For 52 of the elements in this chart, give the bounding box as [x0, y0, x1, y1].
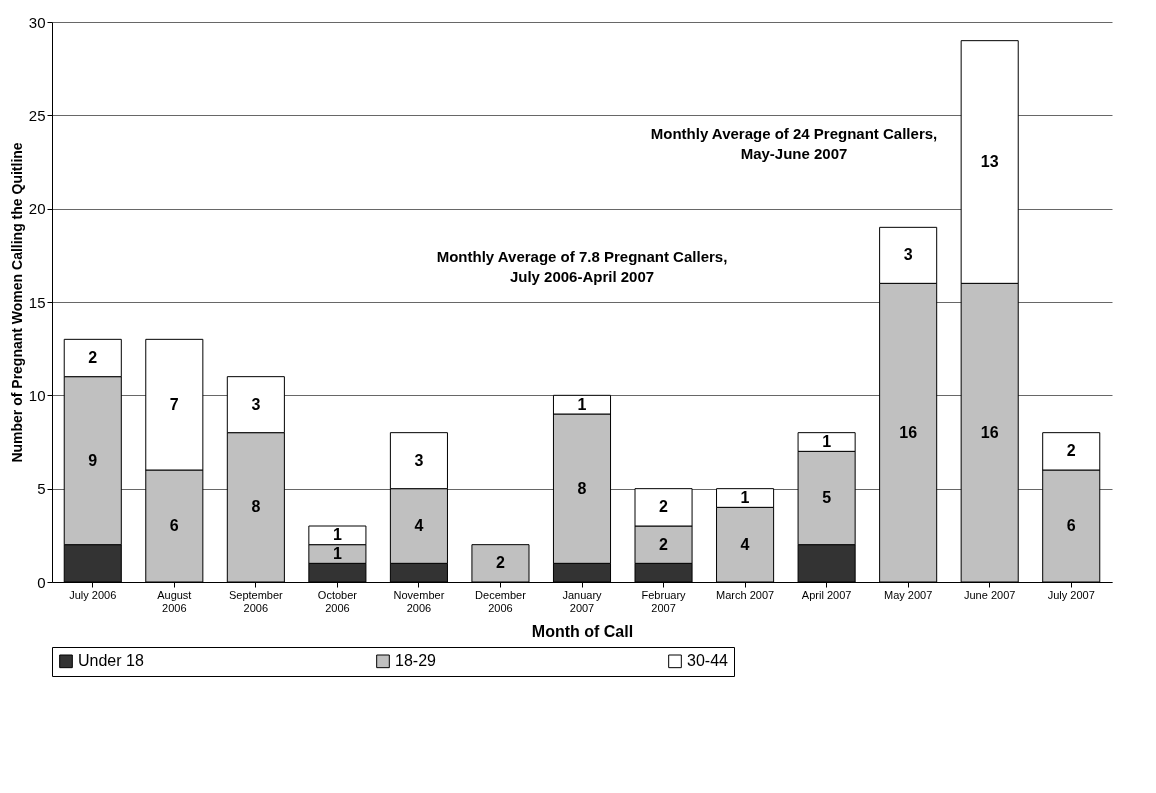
legend-label: 18-29	[395, 652, 437, 670]
x-tick-label: March 2007	[716, 588, 775, 601]
x-tick-label: August 2006	[157, 588, 192, 614]
data-label: 8	[251, 498, 261, 516]
data-label: 8	[577, 479, 587, 497]
y-tick-label: 5	[37, 480, 46, 498]
x-tick-label: July 2007	[1047, 588, 1095, 601]
x-axis-title: Month of Call	[531, 622, 634, 640]
data-label: 1	[822, 433, 832, 450]
data-label: 9	[88, 451, 98, 469]
data-label: 2	[659, 535, 669, 553]
y-tick-label: 10	[28, 386, 46, 404]
legend-label: 30-44	[687, 652, 729, 670]
data-label: 3	[414, 451, 424, 469]
y-tick-label: 0	[37, 573, 46, 591]
legend-label: Under 18	[78, 652, 144, 670]
data-label: 16	[899, 423, 918, 441]
data-label: 2	[496, 554, 506, 572]
x-tick-label: December 2006	[475, 588, 527, 614]
data-label: 4	[414, 517, 424, 534]
y-tick-label: 20	[28, 200, 46, 218]
data-label: 4	[740, 535, 750, 553]
data-label: 7	[169, 395, 179, 413]
data-label: 1	[740, 489, 750, 506]
annotation: Monthly Average of 24 Pregnant Callers, May-June 2007	[650, 125, 938, 162]
data-label: 1	[332, 545, 342, 562]
data-label: 1	[577, 395, 587, 413]
annotation: Monthly Average of 7.8 Pregnant Callers, July 2006-April 2007	[436, 248, 728, 286]
y-tick-label: 15	[28, 293, 46, 311]
data-label: 1	[332, 526, 342, 544]
data-label: 2	[88, 349, 98, 366]
data-label: 2	[1066, 442, 1076, 460]
y-axis-title: Number of Pregnant Women Calling the Quitline	[8, 142, 25, 463]
data-label: 16	[980, 423, 999, 441]
y-tick-label: 25	[28, 106, 46, 124]
data-label: 5	[822, 489, 832, 506]
data-label: 3	[251, 395, 261, 413]
data-label: 13	[980, 153, 999, 170]
data-label: 2	[659, 498, 669, 516]
data-label: 6	[1066, 517, 1076, 534]
x-tick-label: July 2006	[69, 588, 117, 601]
x-tick-label: February 2007	[641, 588, 687, 614]
data-label: 3	[903, 246, 913, 264]
x-tick-label: October 2006	[317, 588, 358, 614]
data-label: 6	[169, 517, 179, 534]
x-tick-label: April 2007	[801, 588, 852, 601]
y-tick-label: 30	[28, 13, 46, 31]
x-tick-label: January 2007	[562, 588, 603, 614]
x-tick-label: June 2007	[964, 588, 1016, 601]
x-tick-label: May 2007	[884, 588, 933, 601]
x-tick-label: September 2006	[228, 588, 284, 614]
x-tick-label: November 2006	[393, 588, 445, 614]
